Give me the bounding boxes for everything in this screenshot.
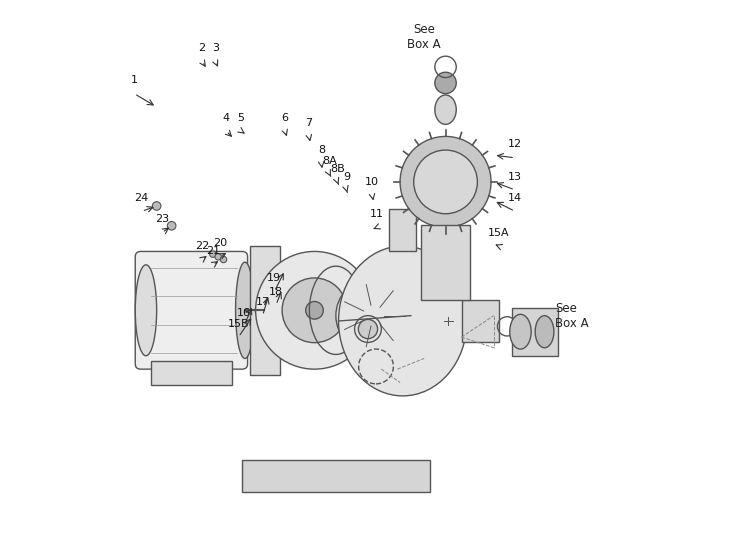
Text: 10: 10 (365, 177, 379, 187)
Circle shape (436, 309, 449, 322)
Circle shape (442, 315, 455, 327)
Circle shape (220, 256, 227, 263)
FancyBboxPatch shape (250, 246, 280, 374)
FancyBboxPatch shape (135, 251, 247, 369)
FancyBboxPatch shape (421, 225, 470, 300)
Circle shape (153, 202, 161, 210)
Circle shape (405, 305, 427, 326)
Circle shape (359, 319, 378, 339)
Text: 23: 23 (155, 215, 169, 224)
Text: 6: 6 (281, 113, 289, 123)
Text: 12: 12 (508, 140, 522, 149)
Text: 4: 4 (223, 113, 230, 123)
Circle shape (215, 254, 221, 260)
Ellipse shape (135, 265, 156, 356)
Ellipse shape (435, 95, 456, 125)
Text: See
Box A: See Box A (408, 23, 441, 51)
Circle shape (282, 278, 347, 343)
Text: 17: 17 (256, 297, 270, 307)
Circle shape (336, 278, 411, 353)
Text: 8A: 8A (322, 156, 337, 165)
Circle shape (168, 221, 176, 230)
FancyBboxPatch shape (151, 361, 232, 385)
Ellipse shape (235, 262, 254, 358)
Text: 19: 19 (267, 273, 281, 283)
Text: 3: 3 (212, 43, 219, 53)
Text: 16: 16 (237, 308, 251, 318)
Text: 14: 14 (508, 193, 522, 203)
Text: 5: 5 (238, 113, 244, 123)
Text: 7: 7 (305, 118, 313, 128)
Text: 15B: 15B (228, 319, 250, 328)
Circle shape (210, 251, 216, 257)
Circle shape (256, 251, 373, 369)
Text: 21: 21 (206, 247, 220, 256)
Text: 20: 20 (213, 239, 227, 248)
Circle shape (305, 302, 323, 319)
Text: 1: 1 (131, 75, 138, 85)
Text: 13: 13 (508, 172, 522, 181)
FancyBboxPatch shape (242, 460, 429, 492)
Circle shape (414, 150, 478, 213)
Circle shape (400, 136, 491, 227)
Text: 24: 24 (135, 193, 149, 203)
Text: 8: 8 (318, 145, 325, 155)
Circle shape (256, 301, 274, 320)
Ellipse shape (510, 315, 531, 349)
Text: 8B: 8B (330, 164, 345, 173)
Text: 2: 2 (199, 43, 206, 53)
Circle shape (435, 72, 456, 94)
Text: 15A: 15A (488, 228, 510, 238)
FancyBboxPatch shape (512, 308, 558, 356)
Text: 9: 9 (343, 172, 350, 181)
FancyBboxPatch shape (390, 209, 416, 251)
FancyBboxPatch shape (462, 300, 499, 342)
Text: 18: 18 (269, 287, 283, 296)
Text: 11: 11 (370, 209, 384, 219)
Text: 22: 22 (195, 241, 209, 251)
Circle shape (421, 308, 438, 324)
Text: See
Box A: See Box A (555, 302, 589, 330)
Ellipse shape (535, 316, 554, 348)
Ellipse shape (338, 246, 467, 396)
